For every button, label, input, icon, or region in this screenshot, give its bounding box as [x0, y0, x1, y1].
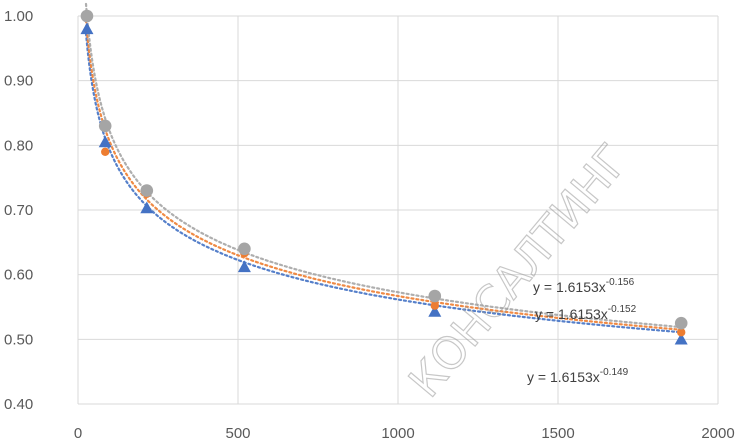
- data-point-grey: [428, 289, 442, 303]
- equation-2-exponent: -0.152: [608, 304, 637, 315]
- x-axis-ticks: 0 500 1000 1500 2000: [74, 425, 735, 442]
- data-point-grey: [98, 119, 112, 133]
- data-point-triangle: [428, 305, 442, 317]
- y-tick-label: 0.90: [4, 73, 33, 90]
- equation-3-base: y = 1.6153x: [527, 369, 600, 385]
- data-point-grey: [80, 9, 94, 23]
- data-point-triangle: [80, 22, 94, 35]
- x-tick-label: 1000: [381, 425, 414, 442]
- y-tick-label: 0.60: [4, 267, 33, 284]
- equation-2-base: y = 1.6153x: [535, 306, 608, 322]
- data-point-triangle: [674, 332, 688, 345]
- equation-1-exponent: -0.156: [606, 277, 635, 288]
- grid: [77, 15, 719, 405]
- x-tick-label: 1500: [541, 425, 574, 442]
- y-tick-label: 0.70: [4, 202, 33, 219]
- data-point-grey: [674, 316, 688, 330]
- data-point-orange: [677, 328, 686, 337]
- y-tick-label: 0.50: [4, 331, 33, 348]
- trend-line-1: [84, 32, 684, 334]
- equation-label-1: y = 1.6153x-0.156: [533, 277, 635, 295]
- markers: [80, 9, 688, 345]
- trend-line-2: [84, 19, 684, 331]
- equation-label-2: y = 1.6153x-0.152: [535, 304, 637, 322]
- trend-lines: [84, 2, 684, 334]
- data-point-triangle: [237, 260, 251, 273]
- x-tick-label: 0: [74, 425, 82, 442]
- data-point-orange: [101, 147, 110, 156]
- x-tick-label: 2000: [701, 425, 734, 442]
- data-point-triangle: [140, 201, 154, 214]
- y-tick-label: 1.00: [4, 8, 33, 25]
- equation-label-3: y = 1.6153x-0.149: [527, 367, 629, 385]
- data-point-orange: [430, 301, 439, 310]
- x-tick-label: 500: [225, 425, 250, 442]
- y-tick-label: 0.40: [4, 396, 33, 413]
- y-axis-ticks: 1.00 0.90 0.80 0.70 0.60 0.50 0.40: [4, 8, 33, 413]
- equation-1-base: y = 1.6153x: [533, 279, 606, 295]
- data-point-triangle: [98, 135, 112, 148]
- equation-3-exponent: -0.149: [600, 367, 629, 378]
- y-tick-label: 0.80: [4, 137, 33, 154]
- data-point-grey: [140, 184, 154, 197]
- trend-line-3: [84, 2, 684, 329]
- data-point-grey: [238, 242, 251, 256]
